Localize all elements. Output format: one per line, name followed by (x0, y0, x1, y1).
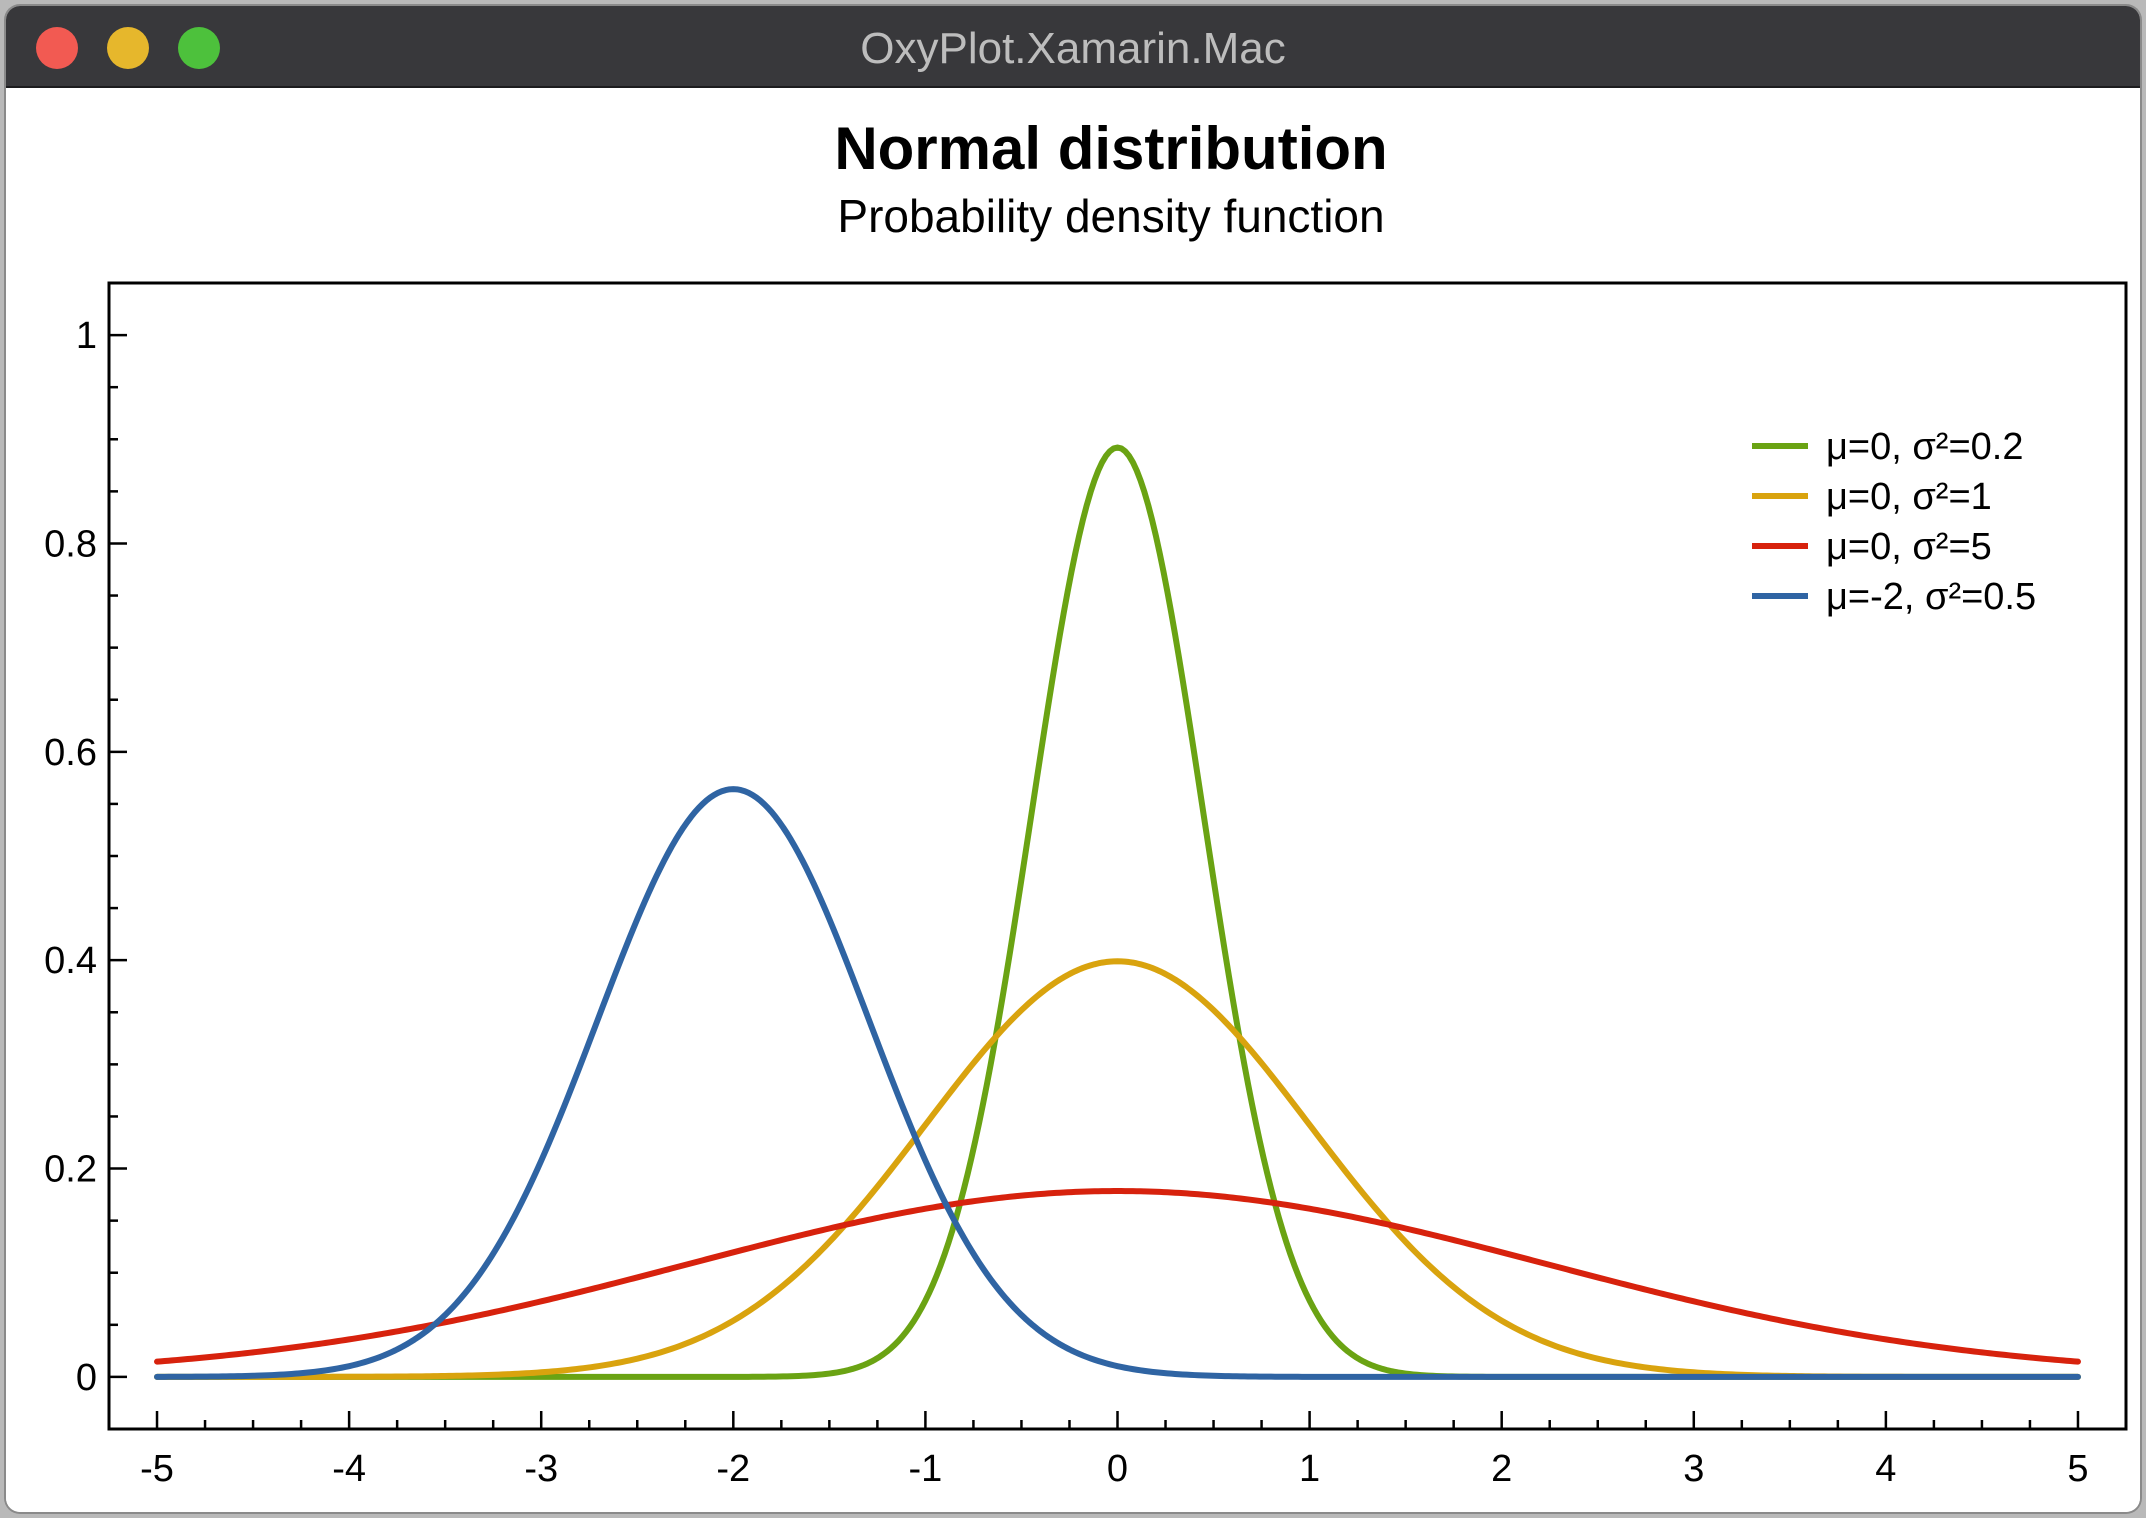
legend-label: μ=0, σ²=1 (1826, 476, 1992, 518)
legend-label: μ=0, σ²=5 (1826, 526, 1992, 568)
title-bar[interactable]: OxyPlot.Xamarin.Mac (6, 6, 2140, 88)
x-tick-label: -1 (909, 1448, 943, 1490)
x-tick-label: -5 (140, 1448, 174, 1490)
x-tick-label: -4 (332, 1448, 366, 1490)
normal-distribution-chart[interactable]: Normal distribution Probability density … (6, 88, 2140, 1512)
legend-label: μ=0, σ²=0.2 (1826, 426, 2023, 468)
minimize-button[interactable] (107, 27, 149, 69)
legend-label: μ=-2, σ²=0.5 (1826, 576, 2036, 618)
x-axis: -5 -4 -3 -2 -1 0 1 2 3 4 5 (140, 1411, 2089, 1490)
app-window: OxyPlot.Xamarin.Mac Normal distribution … (6, 6, 2140, 1512)
y-tick-label: 0.6 (44, 732, 97, 774)
y-axis: 0 0.2 0.4 0.6 0.8 1 (44, 315, 127, 1399)
x-tick-label: 5 (2067, 1448, 2088, 1490)
y-tick-label: 1 (76, 315, 97, 357)
series-line-3 (154, 1188, 2081, 1365)
x-tick-label: 3 (1683, 1448, 1704, 1490)
y-tick-label: 0 (76, 1357, 97, 1399)
y-tick-label: 0.8 (44, 523, 97, 565)
x-tick-label: -2 (716, 1448, 750, 1490)
x-tick-label: 1 (1299, 1448, 1320, 1490)
plot-view[interactable]: Normal distribution Probability density … (6, 88, 2140, 1512)
window-title: OxyPlot.Xamarin.Mac (860, 24, 1286, 73)
zoom-button[interactable] (178, 27, 220, 69)
x-tick-label: 2 (1491, 1448, 1512, 1490)
close-button[interactable] (36, 27, 78, 69)
y-tick-label: 0.4 (44, 940, 97, 982)
series-line-1 (154, 444, 2081, 1380)
series-line-4 (154, 786, 2081, 1380)
chart-subtitle: Probability density function (837, 190, 1384, 242)
x-tick-label: 4 (1875, 1448, 1896, 1490)
legend: μ=0, σ²=0.2 μ=0, σ²=1 μ=0, σ²=5 μ=-2, σ²=0.… (1752, 426, 2036, 618)
y-tick-label: 0.2 (44, 1149, 97, 1191)
chart-title: Normal distribution (834, 115, 1387, 182)
series-layer (154, 444, 2081, 1380)
x-tick-label: -3 (524, 1448, 558, 1490)
plot-area[interactable] (107, 281, 2128, 1431)
x-tick-label: 0 (1107, 1448, 1128, 1490)
